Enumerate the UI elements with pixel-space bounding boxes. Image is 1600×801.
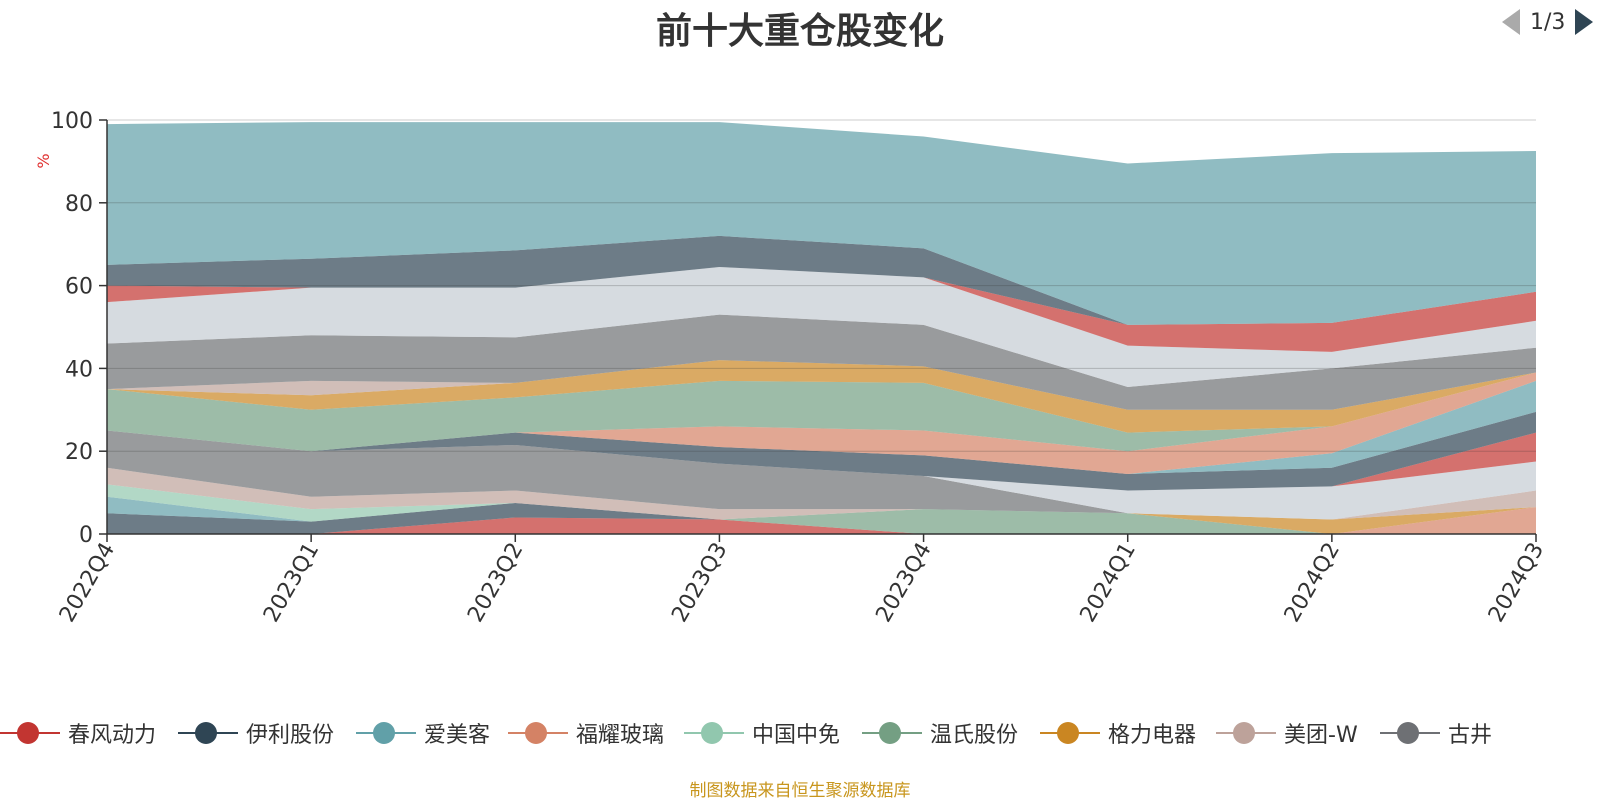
area-series-12 [107, 411, 1536, 491]
y-tick-label: 60 [65, 275, 93, 300]
area-series-4 [107, 496, 1536, 534]
legend-page-indicator: 1/3 [1530, 9, 1566, 35]
x-tick-label: 2024Q3 [1484, 539, 1549, 627]
legend-label: 温氏股份 [930, 723, 1019, 748]
legend-label: 春风动力 [68, 723, 157, 748]
area-series-16 [107, 372, 1536, 452]
legend-item[interactable]: 爱美客 [356, 718, 490, 748]
area-series-10 [107, 430, 1536, 520]
legend-item[interactable]: 中国中免 [684, 718, 840, 748]
area-series-17 [107, 360, 1536, 433]
legend-next-page-button[interactable] [1573, 7, 1595, 37]
area-series-9 [107, 430, 1536, 520]
legend-label: 中国中免 [752, 723, 841, 748]
x-tick-label: 2023Q1 [259, 539, 324, 627]
source-note: 制图数据来自恒生聚源数据库 [689, 781, 911, 801]
legend-swatch-icon [862, 722, 922, 744]
legend-item[interactable]: 伊利股份 [178, 718, 334, 748]
x-tick-label: 2024Q2 [1280, 539, 1345, 627]
area-series-19 [107, 314, 1536, 410]
y-tick-label: 100 [51, 109, 93, 134]
y-axis-label: % [34, 153, 53, 168]
legend-swatch-icon [1380, 722, 1440, 744]
x-tick-label: 2024Q1 [1076, 539, 1141, 627]
legend-item[interactable]: 格力电器 [1040, 718, 1196, 748]
legend-swatch-icon [0, 722, 60, 744]
legend-label: 福耀玻璃 [576, 723, 665, 748]
legend-label: 爱美客 [424, 723, 491, 748]
legend-swatch-icon [684, 722, 744, 744]
legend-item[interactable]: 美团-W [1216, 718, 1358, 748]
legend-pager: 1/3 [1500, 6, 1595, 38]
x-tick-label: 2023Q3 [667, 539, 732, 627]
legend: 春风动力 伊利股份 爱美客 福耀玻璃 中国中免 温氏股份 格力电器 美团-W 古井 [0, 712, 1600, 756]
legend-label: 伊利股份 [246, 723, 335, 748]
area-series-6 [107, 484, 1536, 534]
area-series-18 [107, 360, 1536, 410]
legend-prev-page-button[interactable] [1500, 7, 1522, 37]
grid-lines [107, 119, 1536, 452]
area-series-21 [107, 266, 1536, 352]
area-series-20 [107, 266, 1536, 388]
legend-item[interactable]: 古井 [1380, 718, 1492, 748]
legend-swatch-icon [1216, 722, 1276, 744]
x-tick-label: 2023Q4 [871, 539, 936, 627]
legend-label: 格力电器 [1108, 723, 1197, 748]
area-series-22 [107, 235, 1536, 325]
area-series-group [107, 122, 1536, 534]
y-tick-label: 0 [79, 523, 93, 548]
legend-item[interactable]: 春风动力 [0, 718, 156, 748]
legend-item[interactable]: 福耀玻璃 [508, 718, 664, 748]
y-tick-label: 20 [65, 440, 93, 465]
area-series-1 [107, 517, 1536, 534]
legend-label: 古井 [1448, 723, 1493, 748]
legend-label: 美团-W [1284, 723, 1358, 748]
legend-swatch-icon [356, 722, 416, 744]
legend-swatch-icon [178, 722, 238, 744]
x-tick-label: 2022Q4 [55, 539, 120, 627]
area-series-2 [107, 502, 1536, 534]
chart-title: 前十大重仓股变化 [655, 11, 944, 52]
y-tick-label: 40 [65, 357, 93, 382]
area-series-14 [107, 372, 1536, 474]
legend-item[interactable]: 温氏股份 [862, 718, 1018, 748]
area-series-23 [107, 122, 1536, 325]
y-tick-label: 80 [65, 192, 93, 217]
area-series-5 [107, 484, 1536, 534]
x-tick-label: 2023Q2 [463, 539, 528, 627]
legend-swatch-icon [1040, 722, 1100, 744]
legend-swatch-icon [508, 722, 568, 744]
